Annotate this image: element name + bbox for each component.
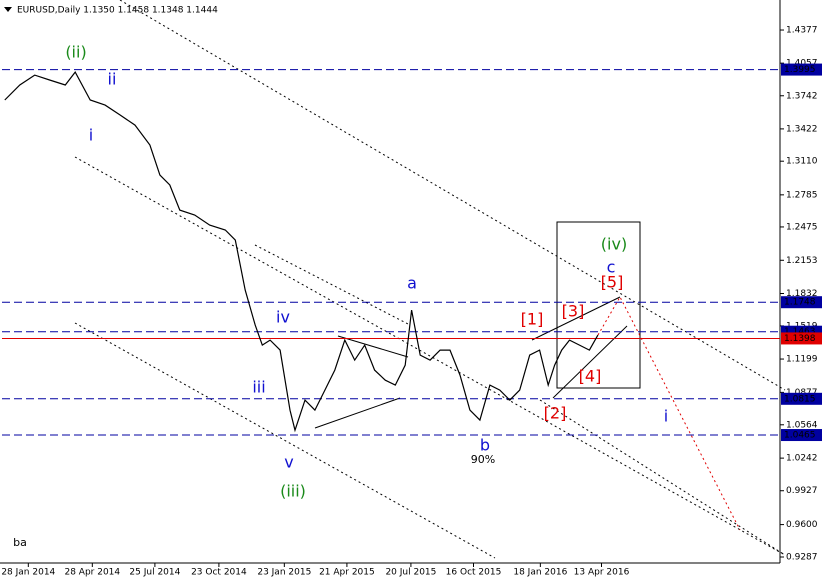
triangle-line — [314, 397, 401, 429]
wave-label: v — [284, 453, 293, 472]
wave-label: iii — [252, 378, 265, 397]
y-tick-label: 1.0564 — [786, 420, 818, 430]
chart-title: EURUSD,Daily 1.1350 1.1458 1.1348 1.1444 — [17, 6, 218, 16]
level-line-box — [781, 392, 822, 405]
wave-label: c — [607, 258, 616, 277]
price-line-label: 1.1398 — [784, 334, 816, 344]
y-tick-label: 1.2785 — [786, 190, 818, 200]
y-tick-label: 1.3422 — [786, 124, 818, 134]
y-tick-label: 1.4377 — [786, 26, 818, 36]
menu-triangle — [4, 7, 12, 12]
wave-label: i — [664, 407, 668, 426]
price-line-box — [781, 332, 822, 345]
wave-label: b — [480, 436, 490, 455]
y-tick-label: 1.2153 — [786, 256, 818, 266]
y-tick-label: 1.1832 — [786, 289, 818, 299]
x-tick-label: 13 Apr 2016 — [574, 568, 630, 578]
level-line-box — [781, 296, 822, 309]
y-tick-label: 1.1199 — [786, 355, 818, 365]
wave-label: a — [407, 274, 417, 293]
channel-line — [119, 0, 786, 391]
level-line-box — [781, 429, 822, 442]
y-tick-label: 0.9600 — [786, 520, 818, 530]
wave-label: i — [89, 126, 93, 145]
y-tick-label: 0.9927 — [786, 486, 818, 496]
x-tick-label: 21 Apr 2015 — [319, 568, 375, 578]
level-line-label: 1.1748 — [784, 298, 816, 308]
x-tick-label: 18 Jan 2016 — [513, 568, 567, 578]
wave-label: [4] — [579, 367, 602, 386]
y-tick-label: 0.9287 — [786, 552, 818, 562]
level-line-label: 1.1463 — [784, 327, 816, 337]
level-line-label: 1.0815 — [784, 394, 816, 404]
x-tick-label: 20 Jul 2015 — [385, 568, 436, 578]
wave-label: ba — [13, 536, 27, 549]
y-tick-label: 1.0242 — [786, 454, 818, 464]
y-tick-label: 1.2475 — [786, 222, 818, 232]
x-tick-label: 23 Oct 2014 — [191, 568, 247, 578]
channel-line — [74, 156, 786, 556]
y-tick-label: 1.3110 — [786, 157, 818, 167]
x-tick-label: 23 Jan 2015 — [257, 568, 311, 578]
x-tick-label: 16 Oct 2015 — [446, 568, 502, 578]
wedge-line — [531, 296, 621, 341]
wave-label: [5] — [601, 273, 624, 292]
wave-label: [3] — [562, 302, 585, 321]
wave-label: iv — [276, 308, 290, 327]
triangle-line — [337, 335, 409, 358]
wave-label: [1] — [521, 310, 544, 329]
box — [556, 221, 641, 389]
x-tick-label: 25 Jul 2014 — [129, 568, 180, 578]
level-line-box — [781, 63, 822, 76]
level-line-label: 1.3995 — [784, 65, 816, 75]
channel-line — [74, 322, 496, 559]
wave-label: (iii) — [280, 482, 306, 501]
x-tick-label: 28 Apr 2014 — [64, 568, 120, 578]
wave-label: [2] — [544, 404, 567, 423]
wave-label: (ii) — [65, 43, 86, 62]
x-tick-label: 28 Jan 2014 — [1, 568, 55, 578]
channel-line — [254, 244, 411, 326]
price-line-series — [4, 70, 599, 433]
wave-label: 90% — [471, 453, 495, 466]
wave-label: (iv) — [601, 235, 627, 254]
y-tick-label: 1.3742 — [786, 91, 818, 101]
channel-line — [539, 399, 786, 556]
level-line-label: 1.0465 — [784, 431, 816, 441]
wave-label: ii — [108, 70, 117, 89]
